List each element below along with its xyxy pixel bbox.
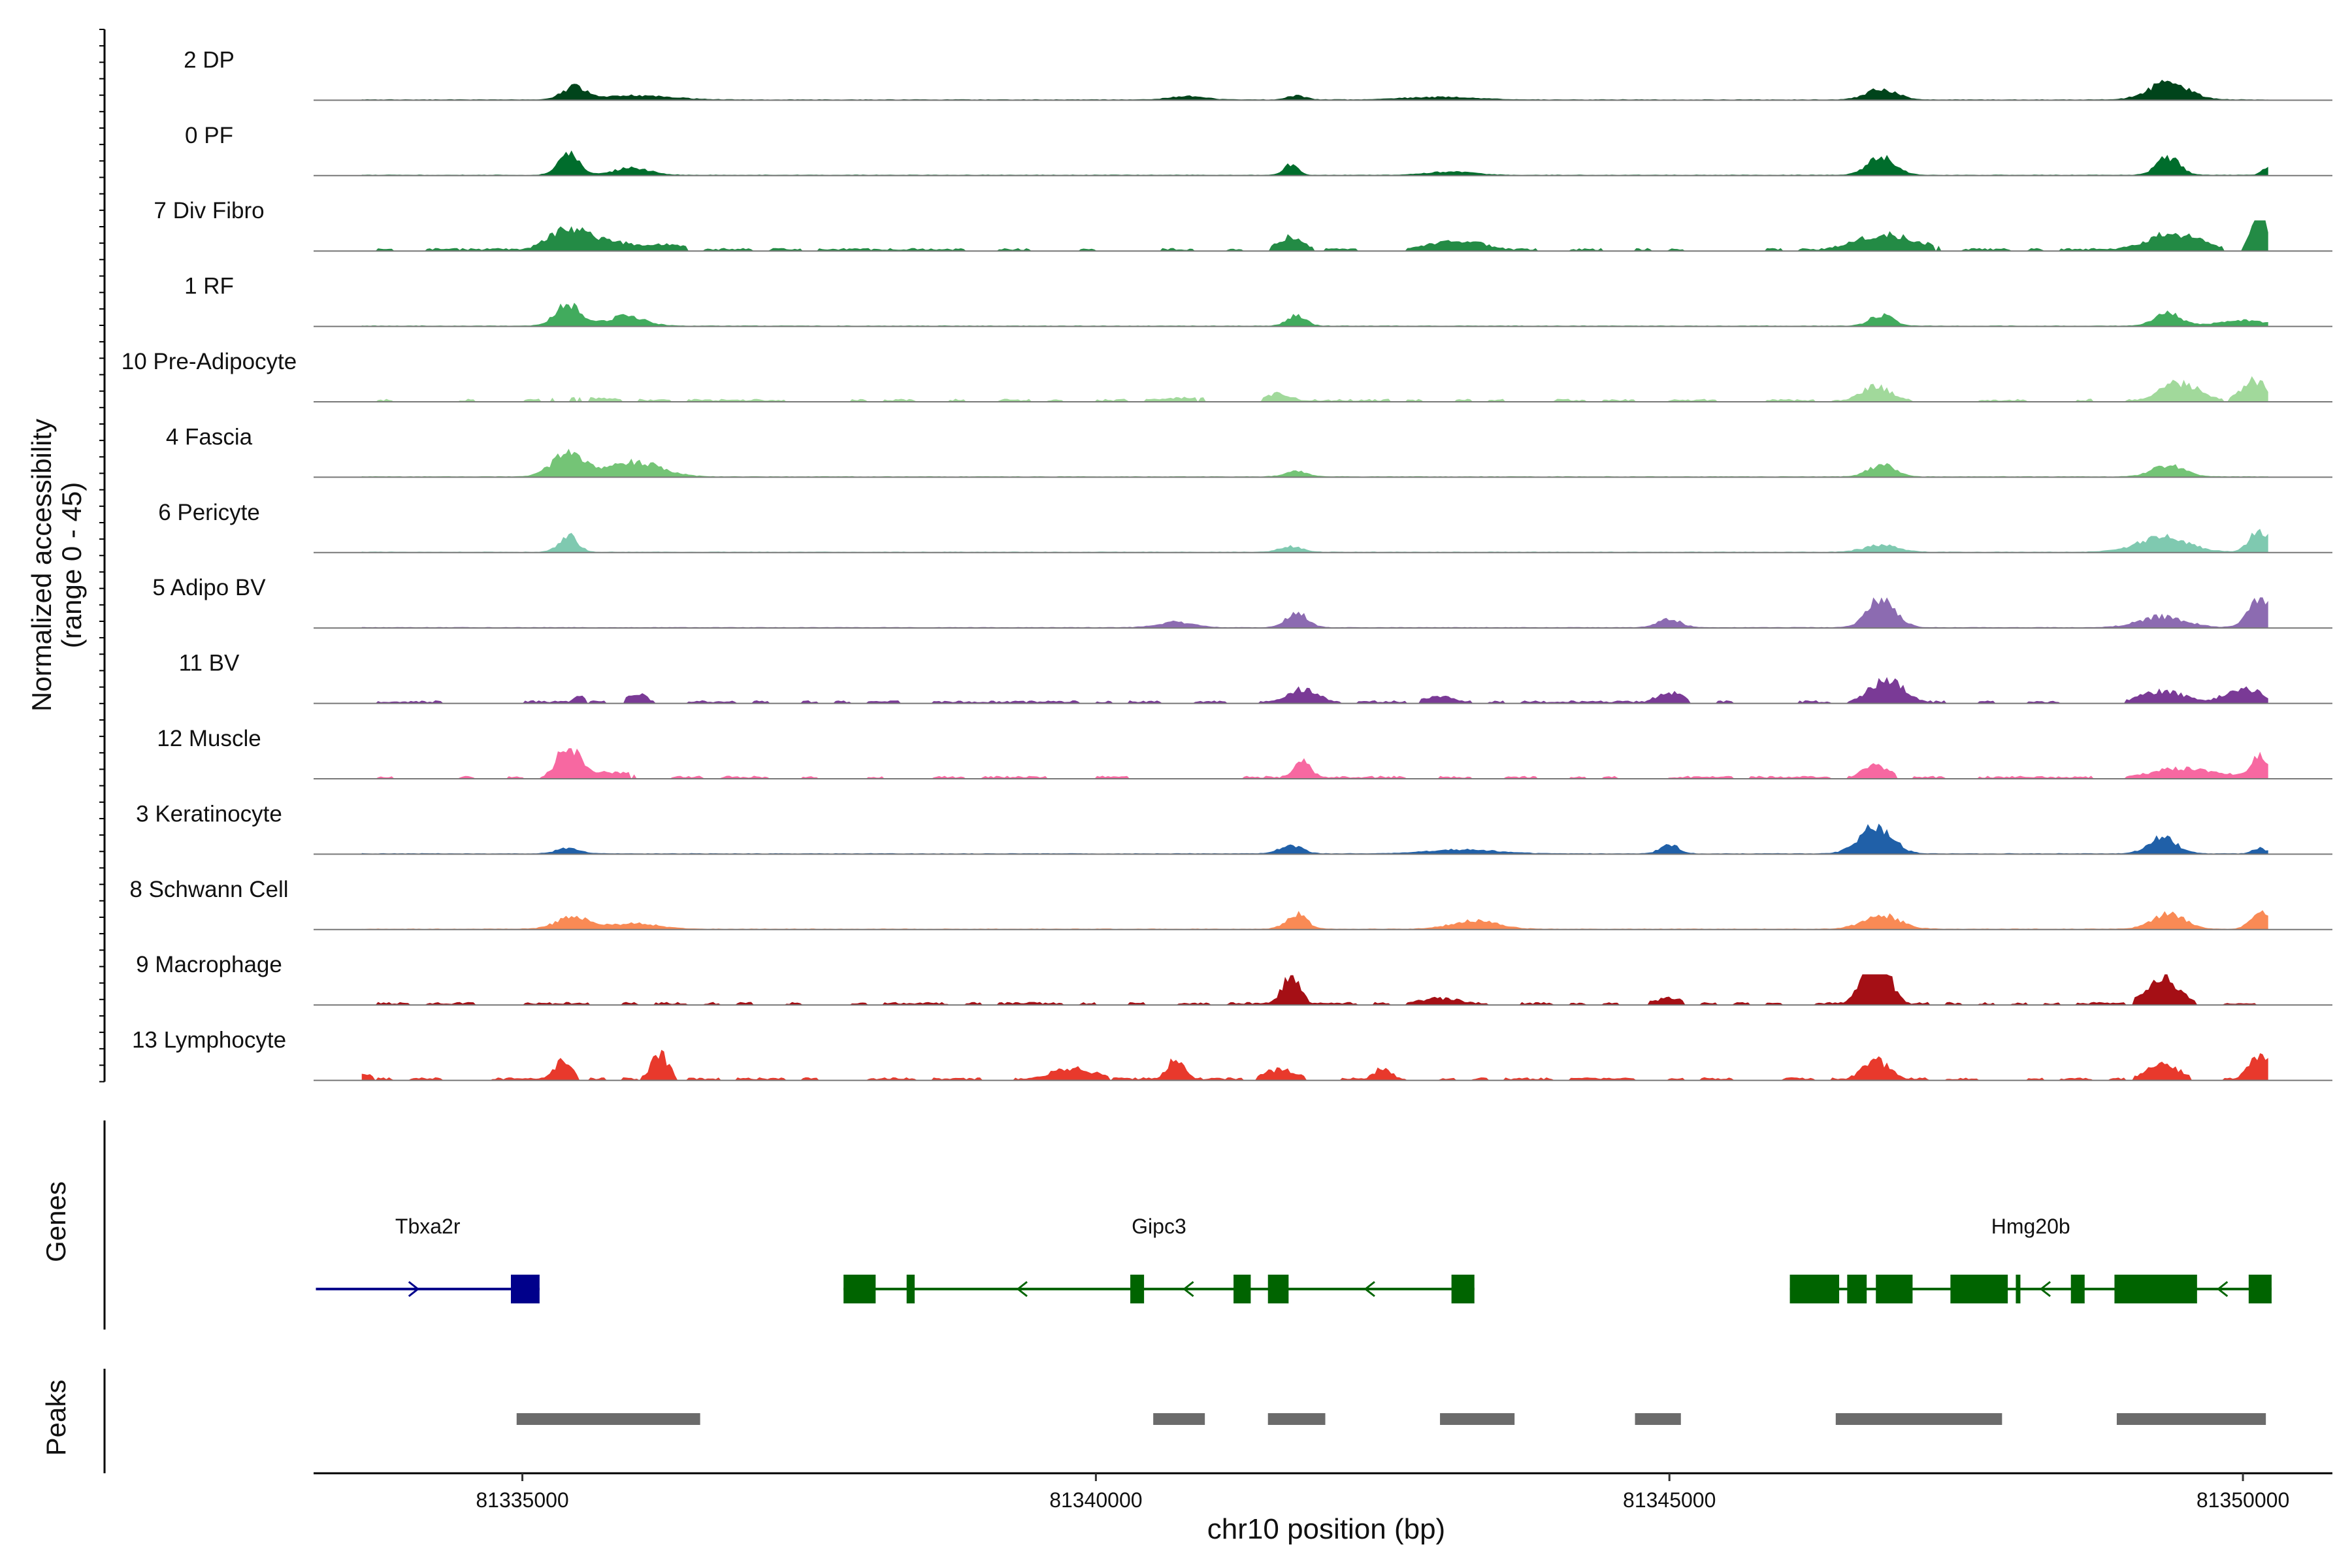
coverage-area	[361, 150, 2268, 176]
coverage-area	[361, 1049, 2268, 1081]
strand-arrow	[1364, 1281, 1375, 1298]
x-tick-label: 81345000	[1623, 1488, 1716, 1512]
track-label: 4 Fascia	[166, 424, 253, 449]
track-12-muscle: 12 Muscle	[157, 726, 2332, 779]
track-1-rf: 1 RF	[184, 274, 2332, 327]
track-label: 5 Adipo BV	[152, 575, 266, 600]
coverage-area	[361, 220, 2268, 252]
gene-exon	[1789, 1275, 1840, 1303]
track-label: 0 PF	[185, 123, 233, 148]
track-2-dp: 2 DP	[184, 47, 2332, 101]
track-7-div-fibro: 7 Div Fibro	[154, 198, 2332, 252]
strand-arrow	[1016, 1281, 1028, 1298]
track-9-macrophage: 9 Macrophage	[136, 952, 2332, 1006]
strand-arrow	[1183, 1281, 1194, 1298]
peak-region	[516, 1413, 700, 1425]
peak-region	[1835, 1413, 2002, 1425]
coverage-area	[361, 748, 2268, 779]
coverage-area	[361, 597, 2268, 629]
track-label: 9 Macrophage	[136, 952, 282, 977]
peak-region	[2116, 1413, 2266, 1425]
coverage-area	[361, 677, 2268, 704]
gene-exon	[2248, 1275, 2272, 1303]
gene-exon	[1847, 1275, 1867, 1303]
coverage-area	[361, 974, 2268, 1005]
track-3-keratinocyte: 3 Keratinocyte	[136, 801, 2332, 855]
track-label: 8 Schwann Cell	[129, 877, 288, 902]
gene-label: Gipc3	[1132, 1215, 1186, 1238]
coverage-area	[361, 448, 2268, 478]
track-label: 1 RF	[184, 274, 234, 299]
peak-region	[1153, 1413, 1205, 1425]
track-0-pf: 0 PF	[185, 123, 2332, 176]
y-axis-range-label: (range 0 - 45)	[56, 482, 87, 648]
y-axis-label: Normalized accessibility	[26, 419, 57, 711]
peak-region	[1440, 1413, 1515, 1425]
track-label: 6 Pericyte	[158, 500, 260, 525]
gene-exon	[1876, 1275, 1913, 1303]
strand-arrow	[408, 1281, 420, 1298]
x-tick-label: 81335000	[476, 1488, 568, 1512]
gene-label: Hmg20b	[1991, 1215, 2070, 1238]
gene-exon	[2016, 1275, 2021, 1303]
x-axis: 81335000 81340000 81345000 81350000	[314, 1472, 2332, 1512]
gene-label: Tbxa2r	[395, 1215, 461, 1238]
coverage-area	[361, 80, 2268, 101]
genes-track-label: Genes	[41, 1181, 71, 1262]
track-6-pericyte: 6 Pericyte	[158, 500, 2332, 553]
track-8-schwann-cell: 8 Schwann Cell	[129, 877, 2332, 930]
coverage-area	[361, 302, 2268, 327]
gene-hmg20b: Hmg20b	[1789, 1215, 2272, 1303]
x-tick-label: 81350000	[2197, 1488, 2289, 1512]
coverage-area	[361, 910, 2268, 930]
gene-exon	[2114, 1275, 2197, 1303]
gene-annotation-track: Tbxa2r Gipc3 Hmg20b	[316, 1215, 2272, 1303]
peak-region	[1267, 1413, 1326, 1425]
peak-region	[1635, 1413, 1681, 1425]
track-11-bv: 11 BV	[179, 651, 2332, 704]
strand-arrow	[2039, 1281, 2051, 1298]
gene-gipc3: Gipc3	[843, 1215, 1475, 1303]
coverage-area	[361, 529, 2268, 553]
gene-exon	[1267, 1275, 1289, 1303]
coverage-area	[361, 376, 2268, 402]
track-label: 7 Div Fibro	[154, 198, 264, 223]
track-label: 10 Pre-Adipocyte	[122, 349, 297, 374]
track-10-pre-adipocyte: 10 Pre-Adipocyte	[122, 349, 2332, 402]
track-13-lymphocyte: 13 Lymphocyte	[132, 1028, 2332, 1081]
track-label: 3 Keratinocyte	[136, 801, 282, 826]
left-axis-brackets	[99, 29, 106, 1473]
strand-arrow	[2216, 1281, 2229, 1298]
peaks-track-label: Peaks	[41, 1380, 71, 1456]
peak-track	[516, 1413, 2266, 1425]
gene-exon	[1451, 1275, 1475, 1303]
track-label: 13 Lymphocyte	[132, 1028, 286, 1053]
gene-exon	[2070, 1275, 2085, 1303]
accessibility-tracks: 2 DP 0 PF 7 Div Fibro 1 RF 10 Pre-Adipocyte 4…	[122, 47, 2332, 1081]
track-label: 11 BV	[179, 651, 240, 676]
x-axis-label: chr10 position (bp)	[1207, 1513, 1445, 1545]
gene-exon	[510, 1275, 540, 1303]
gene-exon	[843, 1275, 876, 1303]
gene-tbxa2r: Tbxa2r	[316, 1215, 540, 1303]
x-tick-label: 81340000	[1049, 1488, 1142, 1512]
gene-exon	[1130, 1275, 1145, 1303]
gene-exon	[906, 1275, 915, 1303]
track-4-fascia: 4 Fascia	[166, 424, 2332, 478]
track-5-adipo-bv: 5 Adipo BV	[152, 575, 2332, 629]
track-label: 2 DP	[184, 47, 235, 73]
coverage-area	[361, 823, 2268, 855]
track-label: 12 Muscle	[157, 726, 261, 751]
gene-exon	[1233, 1275, 1251, 1303]
gene-exon	[1950, 1275, 2008, 1303]
